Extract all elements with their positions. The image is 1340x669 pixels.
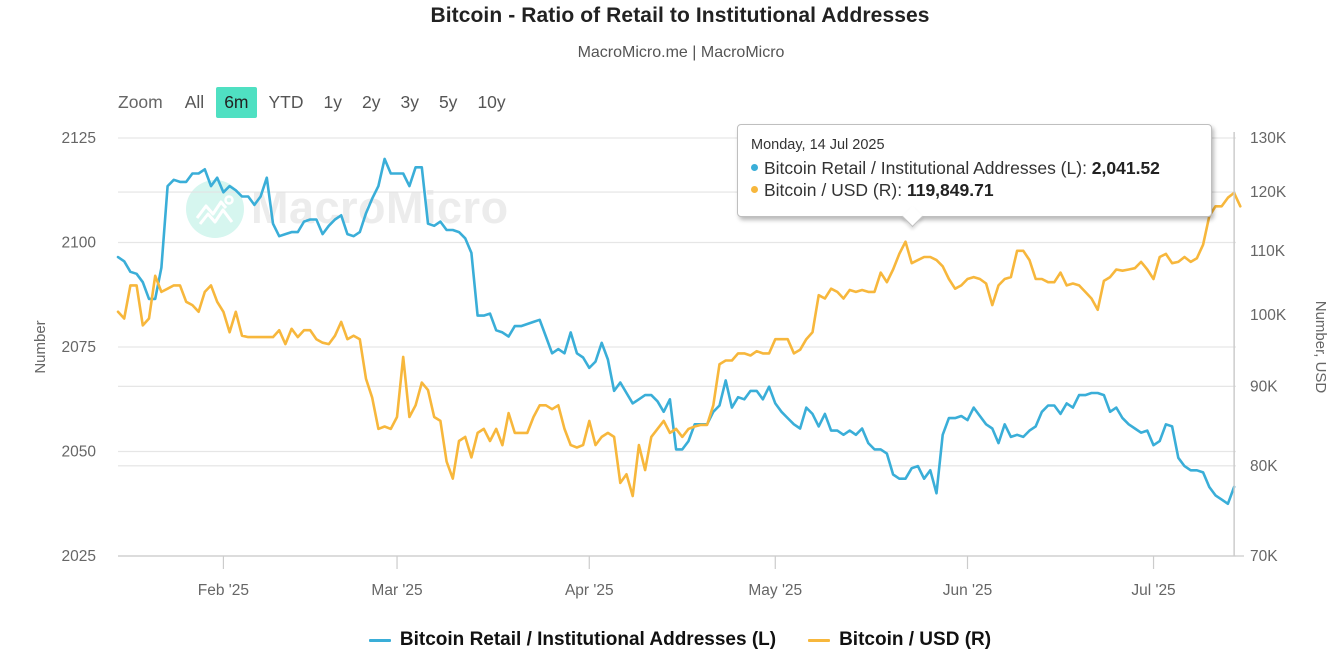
- legend-label: Bitcoin Retail / Institutional Addresses…: [399, 629, 777, 650]
- legend-item-retail-ratio[interactable]: Bitcoin Retail / Institutional Addresses…: [368, 629, 777, 651]
- y-right-tick-label: 120K: [1250, 184, 1287, 201]
- y-right-tick-label: 100K: [1250, 307, 1287, 324]
- range-button-6m[interactable]: 6m: [216, 86, 257, 118]
- y-left-tick-label: 2075: [62, 339, 96, 356]
- range-button-5y[interactable]: 5y: [438, 91, 458, 112]
- y-left-tick-label: 2025: [62, 548, 96, 565]
- range-button-3y[interactable]: 3y: [400, 91, 419, 112]
- y-left-tick-label: 2100: [62, 235, 97, 252]
- x-tick-label: Jun '25: [943, 582, 993, 599]
- range-button-10y[interactable]: 10y: [477, 91, 506, 112]
- tooltip-dot-blue: [751, 163, 758, 171]
- tooltip-date: Monday, 14 Jul 2025: [751, 137, 885, 153]
- tooltip-row-retail: Bitcoin Retail / Institutional Addresses…: [751, 158, 1160, 179]
- y-right-tick-label: 70K: [1250, 548, 1278, 565]
- tooltip-row-usd: Bitcoin / USD (R): 119,849.71: [751, 180, 994, 201]
- x-tick-label: Feb '25: [198, 582, 249, 599]
- y-axis-right: 70K 80K 90K 100K 110K 120K 130K: [1233, 130, 1287, 565]
- series-group: [116, 157, 1242, 506]
- tooltip-label: Bitcoin Retail / Institutional Addresses…: [764, 158, 1092, 178]
- x-tick-label: Jul '25: [1131, 582, 1175, 599]
- x-axis: Feb '25 Mar '25 Apr '25 May '25 Jun '25 Jul '…: [118, 555, 1244, 599]
- series-line-btc-usd: [116, 191, 1242, 498]
- x-tick-label: May '25: [748, 582, 802, 599]
- y-right-tick-label: 80K: [1250, 458, 1278, 475]
- y-axis-right-title: Number, USD: [1312, 301, 1329, 394]
- legend-swatch-blue: [368, 638, 391, 642]
- legend: Bitcoin Retail / Institutional Addresses…: [0, 629, 1340, 651]
- y-right-tick-label: 130K: [1250, 130, 1287, 147]
- tooltip-dot-orange: [751, 185, 758, 193]
- tooltip: Monday, 14 Jul 2025 Bitcoin Retail / Ins…: [737, 124, 1212, 228]
- x-tick-label: Apr '25: [565, 582, 614, 599]
- legend-label: Bitcoin / USD (R): [839, 629, 992, 650]
- y-right-tick-label: 90K: [1250, 378, 1278, 395]
- y-axis-left: 2025 2050 2075 2100 2125: [62, 130, 97, 565]
- grid-lines: [118, 137, 1236, 557]
- x-tick-label: Mar '25: [371, 582, 422, 599]
- legend-swatch-orange: [808, 638, 831, 642]
- range-button-all[interactable]: All: [184, 91, 205, 112]
- chart-subtitle: MacroMicro.me | MacroMicro: [577, 44, 785, 61]
- tooltip-value: 2,041.52: [1091, 158, 1160, 178]
- tooltip-label: Bitcoin / USD (R):: [764, 180, 907, 200]
- y-left-tick-label: 2050: [62, 444, 97, 461]
- chart-title: Bitcoin - Ratio of Retail to Institution…: [430, 4, 930, 27]
- range-button-1y[interactable]: 1y: [323, 91, 342, 112]
- range-selector: Zoom All 6m YTD 1y 2y 3y 5y 10y: [112, 86, 518, 118]
- zoom-label: Zoom: [118, 91, 163, 112]
- y-right-tick-label: 110K: [1250, 243, 1286, 260]
- tooltip-value: 119,849.71: [906, 180, 994, 200]
- range-button-2y[interactable]: 2y: [361, 91, 381, 112]
- y-axis-left-title: Number: [32, 320, 49, 373]
- range-button-ytd[interactable]: YTD: [268, 91, 304, 112]
- y-left-tick-label: 2125: [62, 130, 96, 147]
- legend-item-btc-usd[interactable]: Bitcoin / USD (R): [808, 629, 991, 651]
